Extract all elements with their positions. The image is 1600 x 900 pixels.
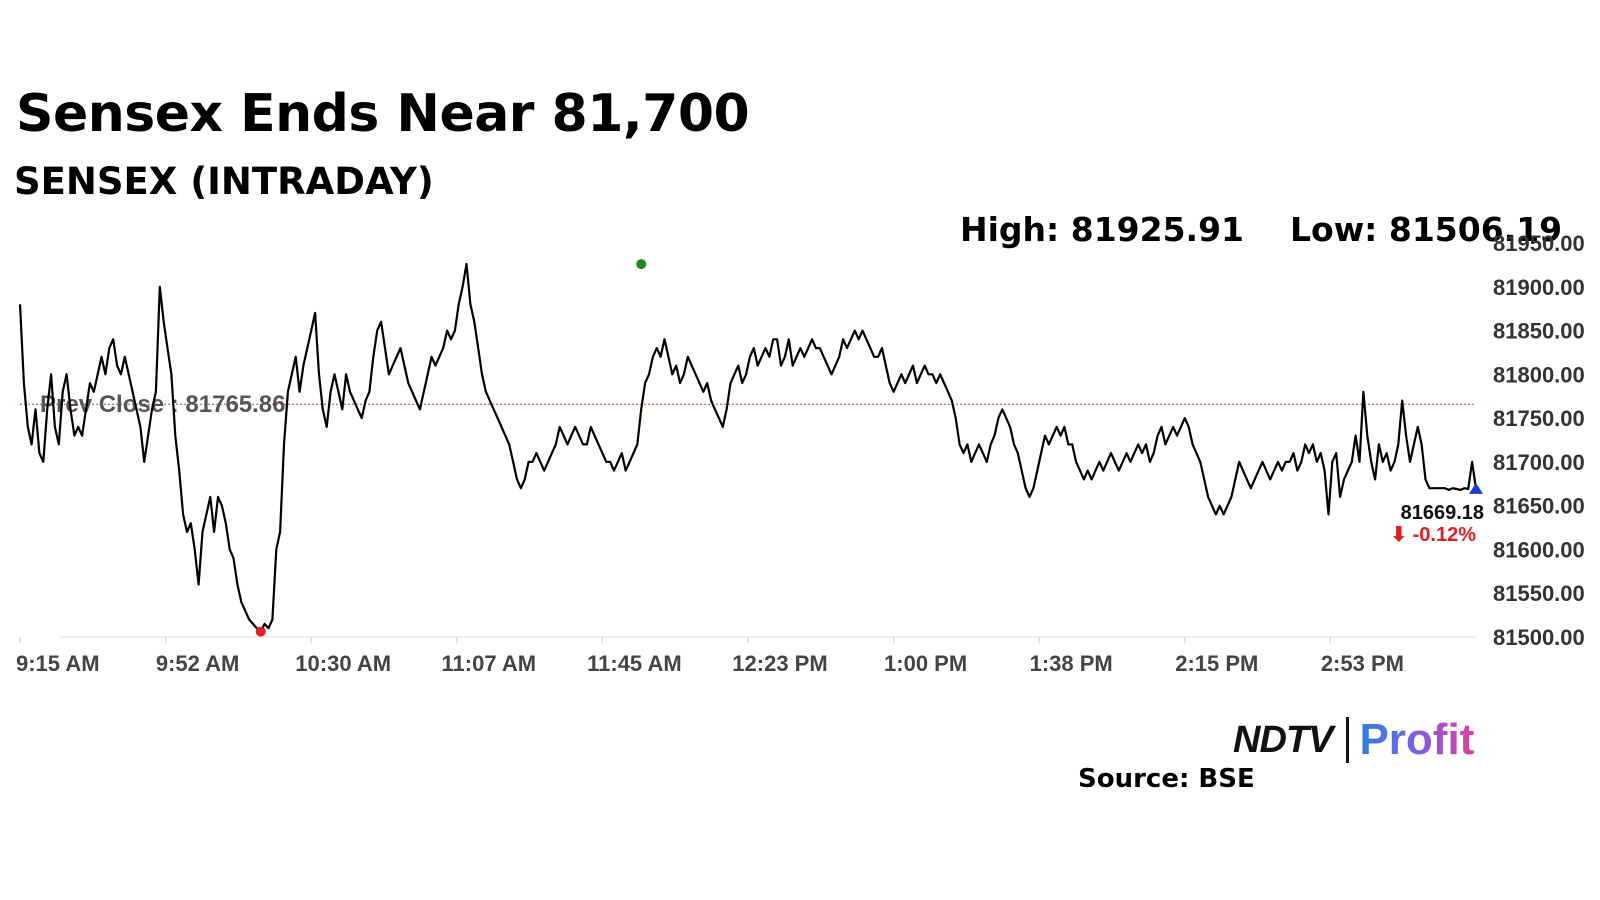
series-line [18, 262, 1478, 633]
last-marker [1469, 482, 1483, 494]
ndtv-profit-logo: NDTV Profit [1233, 712, 1474, 768]
high-value: High: 81925.91 [960, 210, 1244, 249]
y-tick-label: 81800.00 [1493, 362, 1585, 387]
chart-title: Sensex Ends Near 81,700 [16, 84, 750, 144]
last-value-label: 81669.18 [1401, 502, 1484, 524]
high-marker [636, 259, 647, 270]
x-tick-label: 11:07 AM [442, 651, 537, 676]
low-value: Low: 81506.19 [1290, 210, 1563, 249]
low-marker [255, 626, 266, 637]
source-label: Source: BSE [1078, 764, 1255, 794]
logo-divider [1346, 717, 1350, 763]
y-tick-label: 81850.00 [1493, 319, 1585, 344]
x-tick-label: 1:38 PM [1030, 651, 1113, 676]
y-tick-label: 81900.00 [1493, 275, 1585, 300]
x-tick-label: 2:15 PM [1175, 651, 1258, 676]
x-tick-label: 1:00 PM [884, 651, 967, 676]
prev-close-label: Prev Close : 81765.86 [40, 391, 286, 418]
y-tick-label: 81500.00 [1493, 625, 1585, 650]
x-tick-label: 2:53 PM [1321, 651, 1404, 676]
x-tick-label: 12:23 PM [732, 651, 827, 676]
y-tick-label: 81550.00 [1493, 581, 1585, 606]
x-tick-label: 11:45 AM [587, 651, 682, 676]
x-axis: 9:15 AM 9:52 AM 10:30 AM 11:07 AM 11:45 AM 12… [16, 637, 1404, 676]
x-tick-label: 9:52 AM [156, 651, 240, 676]
y-tick-label: 81700.00 [1493, 450, 1585, 475]
x-tick-label: 10:30 AM [295, 651, 391, 676]
y-tick-label: 81750.00 [1493, 406, 1585, 431]
x-tick-label: 9:15 AM [16, 651, 100, 676]
y-tick-label: 81650.00 [1493, 494, 1585, 519]
y-tick-label: 81600.00 [1493, 537, 1585, 562]
y-axis: 81500.00 81550.00 81600.00 81650.00 81700.00… [1493, 231, 1585, 650]
logo-ndtv: NDTV [1233, 718, 1333, 761]
change-label: ⬇ -0.12% [1390, 524, 1476, 546]
intraday-chart: 81500.00 81550.00 81600.00 81650.00 81700.00… [16, 231, 1585, 676]
chart-subtitle: SENSEX (INTRADAY) [14, 160, 434, 203]
logo-profit: Profit [1359, 715, 1475, 764]
y-tick-label: 81950.00 [1493, 231, 1585, 256]
